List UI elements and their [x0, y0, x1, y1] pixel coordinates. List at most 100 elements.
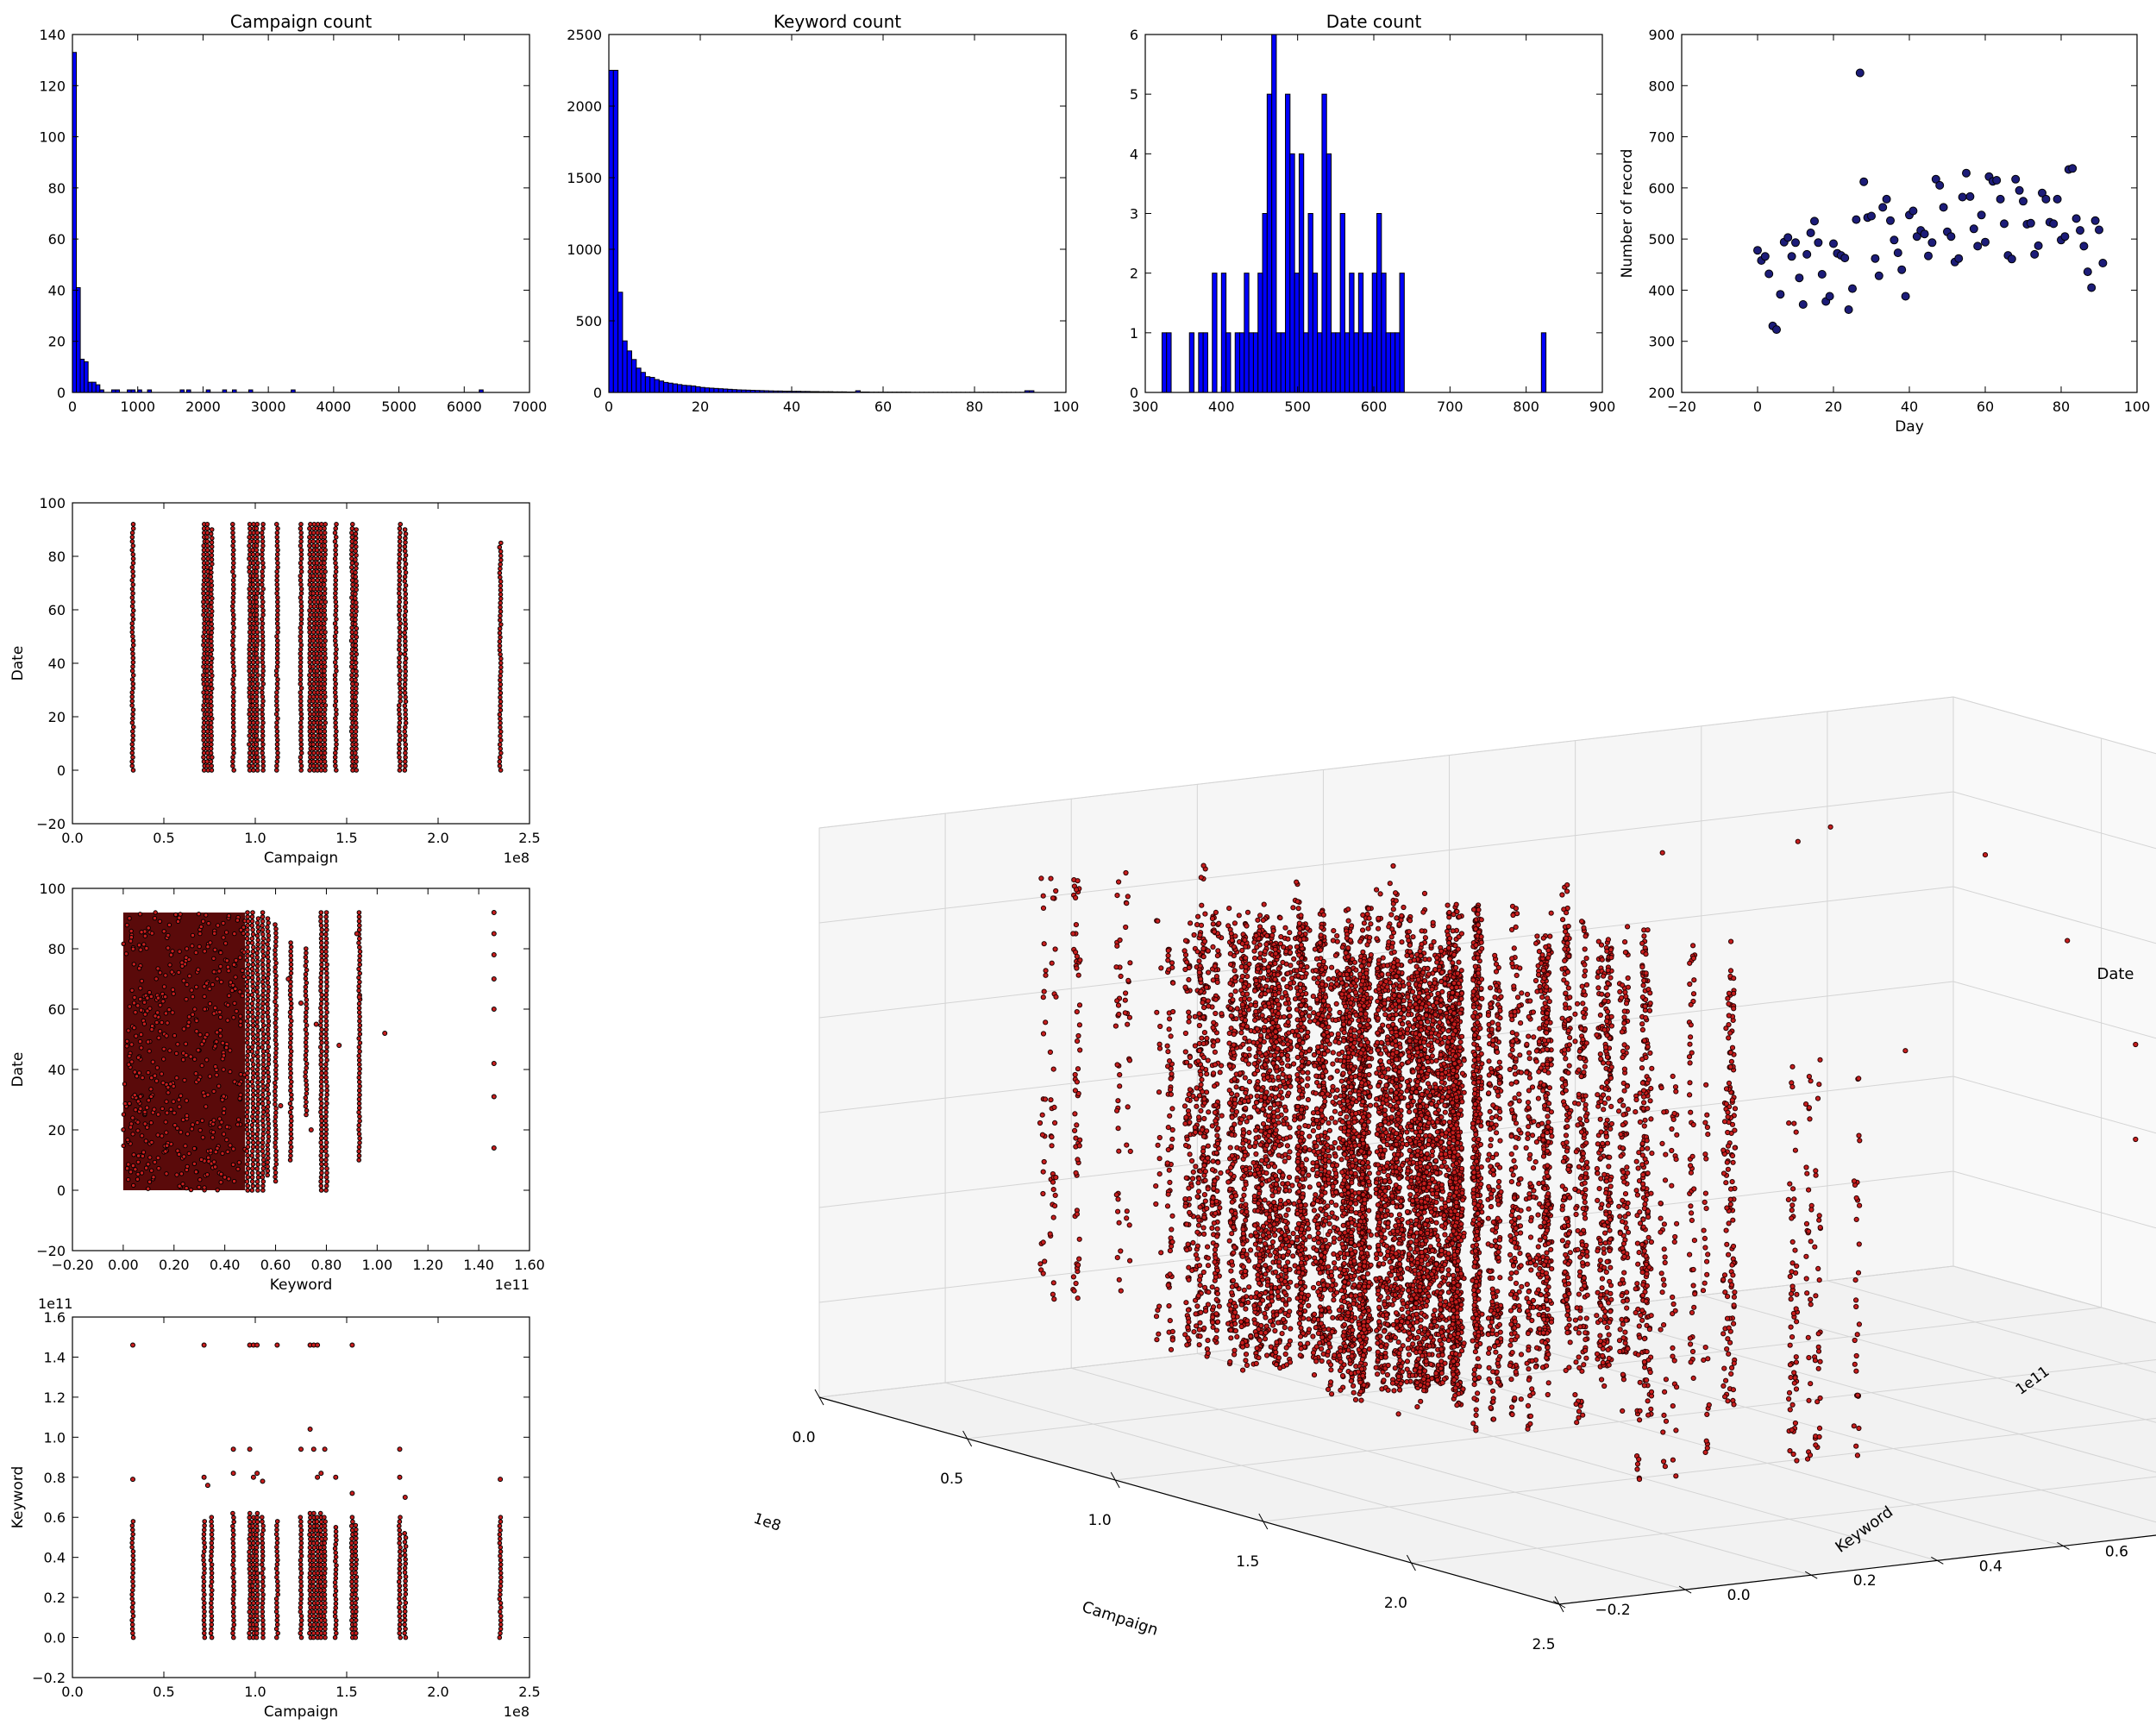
data-point [209, 703, 214, 709]
data-point [287, 1109, 293, 1115]
data-point [318, 759, 323, 764]
data-point [1167, 1113, 1173, 1119]
data-point [288, 1036, 294, 1041]
data-point [266, 963, 271, 969]
data-point [307, 1545, 313, 1551]
data-point [322, 737, 328, 743]
data-point [397, 1446, 403, 1452]
data-point [260, 1062, 266, 1067]
data-point [1196, 958, 1202, 964]
data-point [201, 1583, 207, 1589]
data-point [248, 1579, 253, 1584]
data-point [298, 647, 304, 652]
data-point [208, 699, 214, 705]
data-point [1075, 878, 1081, 884]
data-point [144, 1105, 150, 1110]
data-point [397, 1609, 403, 1615]
data-point [254, 539, 260, 544]
data-point [230, 530, 235, 536]
campaign-vs-date-scatter: 0.0 0.5 1.0 1.5 2.0 2.5−20020406080100Campaig… [9, 495, 541, 867]
data-point [250, 1036, 256, 1041]
data-point [275, 716, 280, 721]
data-point [129, 578, 135, 583]
data-point [254, 1588, 260, 1593]
data-point [1037, 1120, 1044, 1126]
data-point [245, 1040, 250, 1045]
data-point [226, 913, 232, 919]
data-point [403, 1583, 408, 1588]
data-point [318, 919, 323, 924]
data-point [254, 612, 260, 618]
data-point [130, 660, 136, 665]
data-point [202, 1570, 207, 1576]
data-point [319, 1049, 324, 1054]
data-point [274, 552, 280, 557]
data-point [333, 543, 339, 549]
data-point [130, 1549, 136, 1554]
data-point [226, 968, 231, 974]
data-point [298, 599, 304, 605]
data-point [349, 707, 355, 712]
x-tick-label: 60 [1977, 398, 1994, 415]
data-point [298, 1566, 304, 1571]
data-point [318, 1009, 324, 1015]
data-point [333, 595, 338, 600]
data-point [260, 539, 266, 544]
data-point [260, 1523, 266, 1528]
data-point [333, 1554, 339, 1559]
data-point [260, 927, 266, 932]
data-point [217, 1125, 222, 1130]
data-point [148, 1094, 154, 1100]
data-point [265, 1087, 270, 1093]
data-point [230, 651, 235, 656]
data-point [324, 1179, 330, 1184]
data-point [1871, 254, 1880, 263]
data-point [1154, 1337, 1160, 1343]
x-axis-line [818, 1396, 1560, 1605]
data-point [260, 1558, 266, 1563]
data-point [266, 1019, 272, 1024]
data-point [357, 1092, 362, 1098]
data-point [323, 944, 329, 950]
data-point [205, 1155, 211, 1160]
data-point [260, 1014, 266, 1019]
data-point [356, 919, 362, 924]
grid-line [1115, 1359, 2156, 1481]
data-point [193, 1170, 199, 1175]
data-point [161, 984, 167, 989]
histogram-bar [1389, 332, 1396, 393]
data-point [191, 1161, 197, 1167]
y-tick [2057, 1542, 2070, 1550]
data-point [204, 1032, 210, 1038]
data-point [298, 569, 304, 574]
data-point [235, 1117, 241, 1122]
data-point [1214, 1233, 1220, 1239]
histogram-bar [695, 386, 701, 393]
data-point [194, 984, 199, 990]
data-point [260, 1584, 266, 1589]
data-point [201, 707, 206, 712]
data-point [260, 1634, 266, 1640]
data-point [322, 651, 328, 656]
data-point [209, 1519, 214, 1524]
data-point [333, 526, 339, 531]
data-point [353, 1540, 359, 1546]
data-point [254, 737, 260, 743]
data-point [288, 953, 294, 958]
data-point [357, 1066, 362, 1072]
data-point [245, 1175, 251, 1180]
data-point [1156, 1171, 1163, 1177]
data-point [1074, 887, 1080, 893]
chart-title: Keyword count [774, 11, 901, 32]
data-point [202, 1185, 207, 1190]
data-point [130, 582, 136, 587]
data-point [1169, 1144, 1175, 1150]
data-point [1040, 905, 1047, 912]
data-point [238, 927, 244, 933]
data-point [273, 1626, 279, 1632]
data-point [230, 638, 235, 643]
data-point [254, 1114, 260, 1120]
histogram-bar [1317, 332, 1323, 393]
data-point [260, 966, 266, 972]
data-point [1787, 252, 1796, 261]
